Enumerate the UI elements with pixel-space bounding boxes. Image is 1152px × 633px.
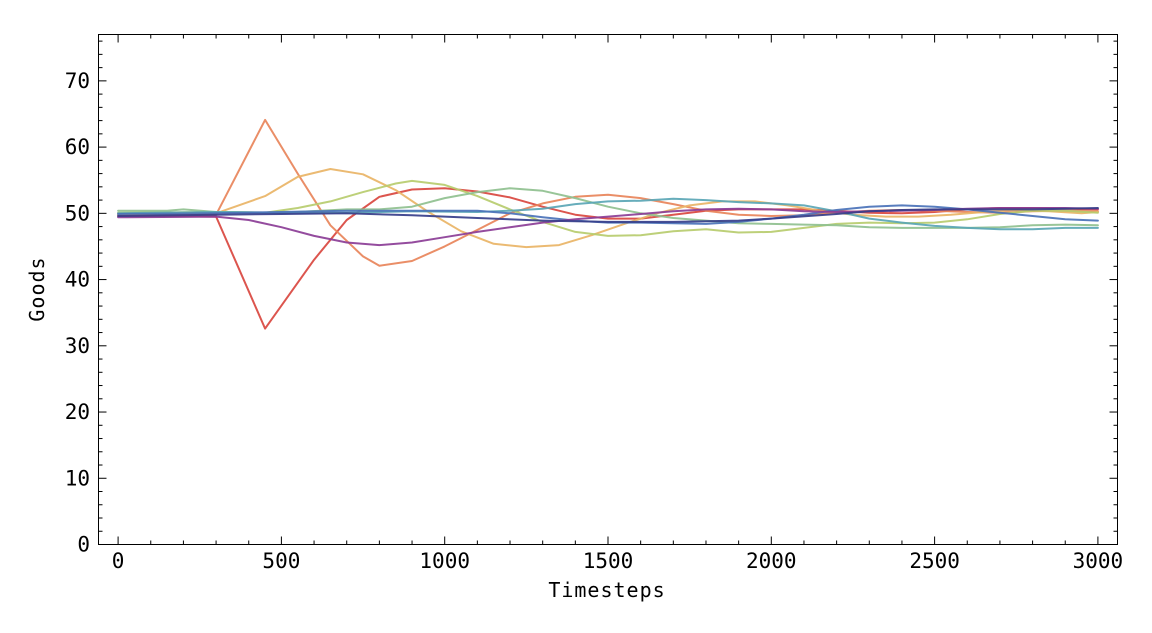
plot-frame: [98, 34, 1118, 545]
series-line-4: [117, 179, 1099, 237]
series-line-2: [117, 118, 1099, 267]
x-tick-label: 2000: [746, 549, 797, 573]
x-axis-title: Timesteps: [548, 578, 665, 602]
y-tick-label: 40: [65, 268, 90, 292]
x-tick-label: 3000: [1073, 549, 1124, 573]
y-axis-tick-labels: 0 10 20 30 40 50 60 70: [65, 69, 90, 557]
y-tick-label: 70: [65, 69, 90, 93]
y-tick-label: 30: [65, 334, 90, 358]
series-line-9: [117, 207, 1099, 223]
y-tick-label: 50: [65, 201, 90, 225]
plot-area: [117, 118, 1099, 330]
x-tick-label: 500: [262, 549, 300, 573]
x-tick-label: 0: [112, 549, 125, 573]
y-tick-label: 0: [77, 533, 90, 557]
axis-ticks: [98, 34, 1118, 545]
x-tick-label: 1500: [583, 549, 634, 573]
y-tick-label: 10: [65, 466, 90, 490]
y-axis-title: Goods: [25, 256, 49, 321]
y-tick-label: 60: [65, 135, 90, 159]
x-tick-label: 1000: [419, 549, 470, 573]
x-axis-tick-labels: 0 500 1000 1500 2000 2500 3000: [112, 549, 1123, 573]
y-tick-label: 20: [65, 400, 90, 424]
x-tick-label: 2500: [909, 549, 960, 573]
